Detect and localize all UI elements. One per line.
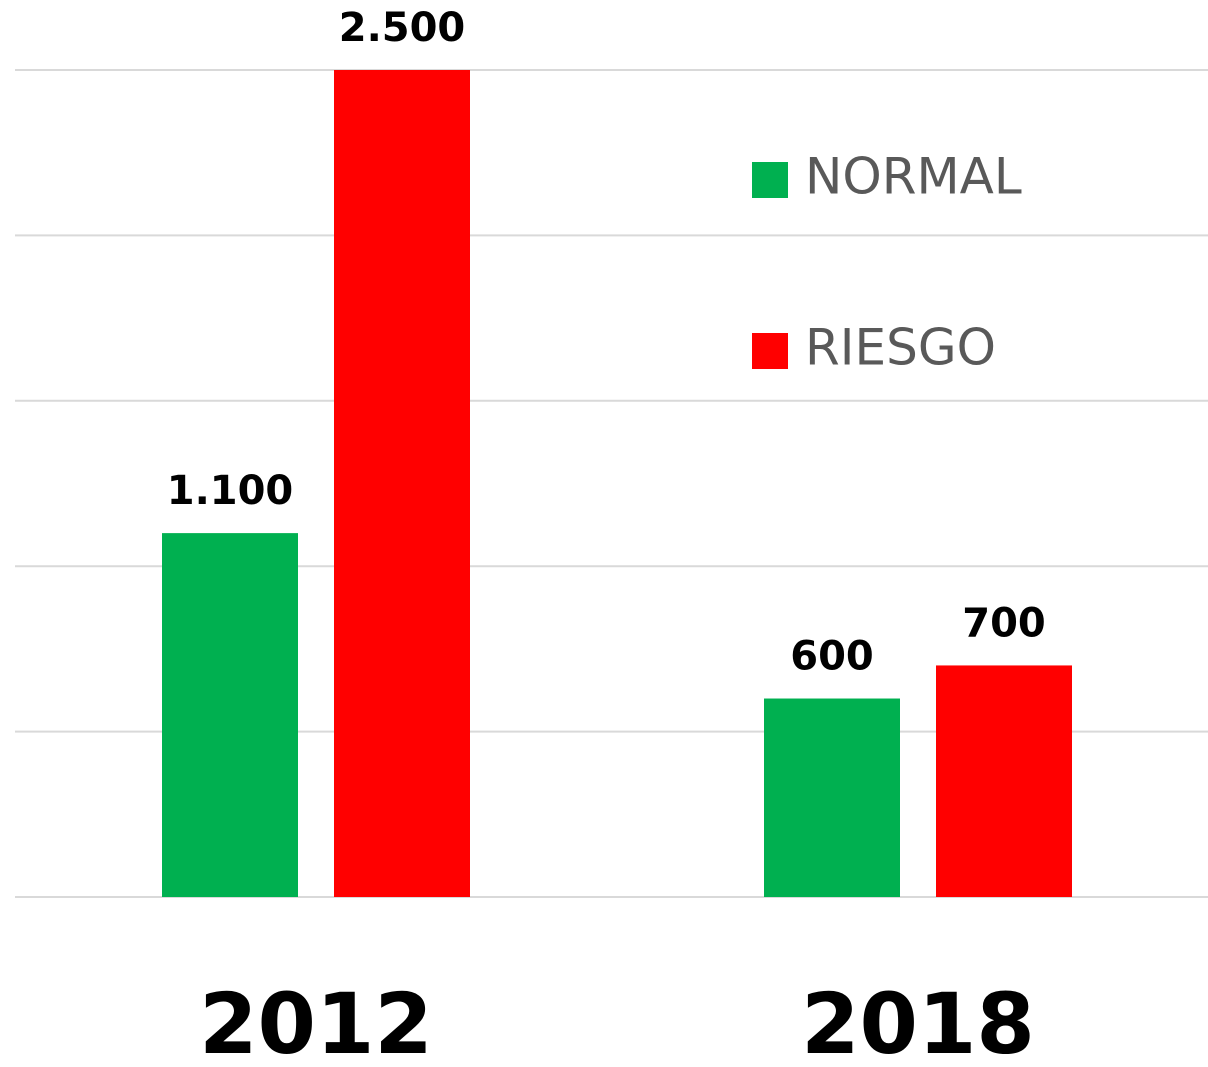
- value-label: 1.100: [167, 468, 294, 514]
- bar: [764, 698, 900, 897]
- x-tick-label: 2012: [199, 975, 433, 1067]
- legend-label: RIESGO: [805, 319, 996, 377]
- bar: [936, 665, 1072, 897]
- value-label: 600: [790, 634, 874, 680]
- value-label: 2.500: [339, 5, 466, 51]
- x-tick-label: 2018: [801, 975, 1035, 1067]
- legend-label: NORMAL: [805, 148, 1022, 206]
- legend-swatch: [752, 333, 788, 369]
- value-label: 700: [962, 600, 1046, 646]
- legend-swatch: [752, 162, 788, 198]
- bar: [334, 70, 470, 897]
- bar: [162, 533, 298, 897]
